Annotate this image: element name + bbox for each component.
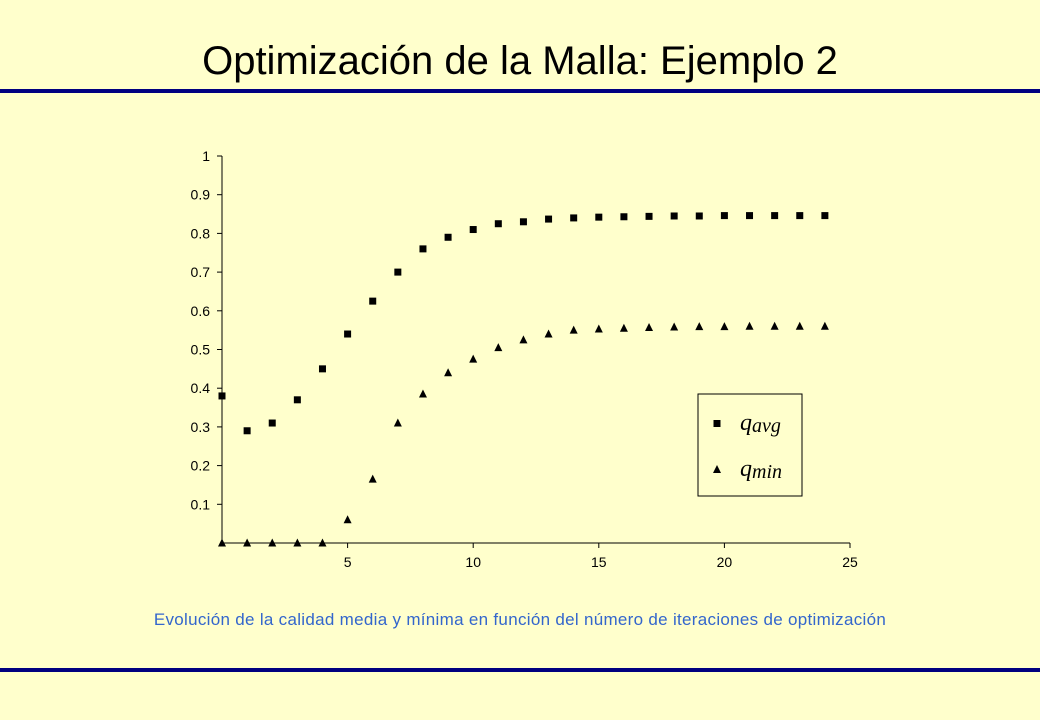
legend-label-avg: qavg [740,410,781,437]
qavg-point [268,419,276,427]
qmin-point [569,325,578,334]
qavg-point [394,268,402,276]
legend-triangle-marker [713,465,721,473]
qmin-point [720,322,729,331]
qmin-point [770,321,779,330]
qmin-point [544,329,553,338]
chart-marks [218,212,829,547]
qmin-point [444,368,453,377]
qavg-point [494,220,502,228]
qmin-point [243,538,252,547]
x-tick-label: 10 [465,554,481,570]
qavg-point [344,330,352,338]
qmin-point [293,538,302,547]
qavg-point [620,213,628,221]
chart-legend: qavg qmin [697,393,803,497]
x-tick-label: 5 [344,554,352,570]
qavg-point [771,212,779,220]
qmin-point [494,343,503,352]
chart-axes: 0.10.20.30.40.50.60.70.80.915 10 15 20 25 [191,148,858,570]
qmin-point [469,354,478,363]
qmin-point [820,321,829,330]
qavg-point [695,212,703,220]
y-tick-label: 0.9 [191,187,211,203]
x-tick-label: 25 [842,554,858,570]
y-tick-label: 0.8 [191,225,211,241]
qmin-point [745,321,754,330]
series-q-min [218,321,829,547]
qavg-point [419,245,427,253]
slide-caption: Evolución de la calidad media y mínima e… [153,610,887,629]
y-tick-label: 0.5 [191,342,211,358]
legend-box [697,393,803,497]
qavg-point [570,214,578,222]
qmin-point [795,321,804,330]
legend-square-marker [713,420,721,427]
qmin-point [268,538,277,547]
y-tick-label: 0.7 [191,264,211,280]
qmin-point [645,322,654,331]
qavg-point [545,215,553,223]
y-tick-label: 0.2 [191,458,211,474]
slide-title: Optimización de la Malla: Ejemplo 2 [202,39,838,83]
y-tick-label: 1 [202,148,210,164]
y-tick-label: 0.1 [191,496,211,512]
qmin-point [418,389,427,398]
qmin-point [519,335,528,344]
qmin-point [695,322,704,331]
qmin-point [393,418,402,427]
qavg-point [293,396,301,404]
x-tick-label: 20 [717,554,733,570]
y-tick-label: 0.4 [191,380,211,396]
qmin-point [343,515,352,524]
qmin-point [670,322,679,331]
qavg-point [469,226,477,234]
qavg-point [595,213,603,221]
series-q-avg [218,212,829,435]
qmin-point [318,538,327,547]
qavg-point [720,212,728,220]
top-rule [0,89,1040,93]
quality-scatter-chart: 0.10.20.30.40.50.60.70.80.915 10 15 20 25 qa… [191,148,858,570]
qmin-point [368,474,377,483]
qmin-point [594,324,603,333]
qavg-point [369,297,377,305]
qavg-point [746,212,754,220]
y-tick-label: 0.6 [191,303,211,319]
qavg-point [519,218,527,226]
qavg-point [444,233,452,241]
y-tick-label: 0.3 [191,419,211,435]
qavg-point [243,427,251,435]
qavg-point [218,392,226,400]
x-tick-label: 15 [591,554,607,570]
legend-label-min: qmin [740,456,782,483]
qmin-point [619,323,628,332]
qavg-point [796,212,804,220]
qavg-point [670,212,678,220]
qavg-point [645,212,653,220]
qmin-point [218,538,226,547]
bottom-rule [0,668,1040,672]
qavg-point [821,212,829,220]
qavg-point [318,365,326,373]
